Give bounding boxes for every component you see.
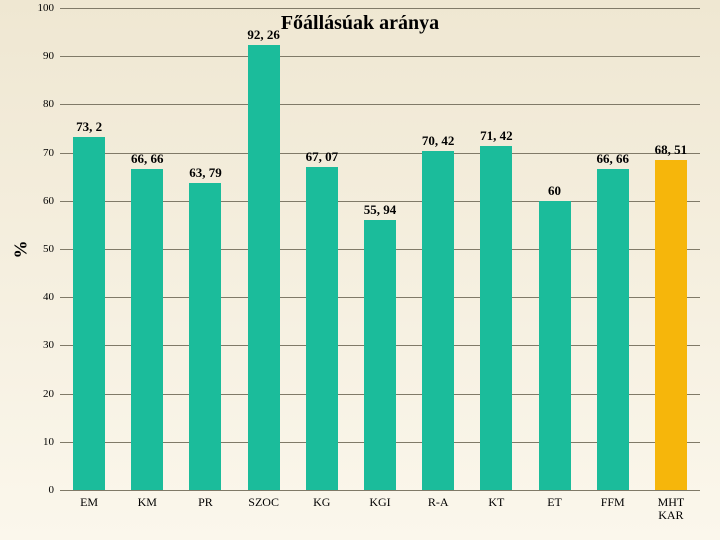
y-tick: 10 xyxy=(43,436,60,448)
x-tick: ET xyxy=(547,496,562,509)
bar xyxy=(364,220,396,490)
x-tick: KT xyxy=(488,496,504,509)
bar-value-label: 67, 07 xyxy=(306,149,339,165)
bar xyxy=(539,201,571,490)
bar xyxy=(480,146,512,490)
y-tick: 80 xyxy=(43,98,60,110)
gridline xyxy=(60,104,700,105)
plot-area: 73, 2 66, 66 63, 79 92, 26 67, 07 55, 94 70, 4… xyxy=(60,8,700,490)
bar-value-label: 55, 94 xyxy=(364,202,397,218)
chart-stage: { "chart": { "type": "bar", "title": "Fő… xyxy=(0,0,720,540)
x-tick: KGI xyxy=(369,496,390,509)
bar xyxy=(131,169,163,490)
y-tick: 0 xyxy=(49,484,61,496)
y-tick: 70 xyxy=(43,147,60,159)
x-tick: SZOC xyxy=(248,496,279,509)
bar-value-label: 63, 79 xyxy=(189,165,222,181)
bar xyxy=(655,160,687,490)
bar xyxy=(597,169,629,490)
y-tick: 100 xyxy=(38,2,61,14)
bar xyxy=(248,45,280,490)
bar-value-label: 66, 66 xyxy=(596,151,629,167)
x-tick: KG xyxy=(313,496,330,509)
bar xyxy=(189,183,221,490)
bar-value-label: 66, 66 xyxy=(131,151,164,167)
x-tick: PR xyxy=(198,496,213,509)
y-tick: 50 xyxy=(43,243,60,255)
gridline xyxy=(60,490,700,491)
gridline xyxy=(60,8,700,9)
bar-value-label: 71, 42 xyxy=(480,128,513,144)
bar xyxy=(422,151,454,490)
gridline xyxy=(60,56,700,57)
y-tick: 40 xyxy=(43,291,60,303)
x-tick: MHT KAR xyxy=(658,496,685,521)
bar-value-label: 60 xyxy=(548,183,561,199)
bar-value-label: 70, 42 xyxy=(422,133,455,149)
bar-value-label: 73, 2 xyxy=(76,119,102,135)
x-tick: FFM xyxy=(601,496,625,509)
bar-value-label: 92, 26 xyxy=(247,27,280,43)
x-tick: KM xyxy=(138,496,157,509)
bar-value-label: 68, 51 xyxy=(655,142,688,158)
y-tick: 90 xyxy=(43,50,60,62)
x-tick: R-A xyxy=(428,496,449,509)
y-axis-label: % xyxy=(11,241,32,259)
x-tick: EM xyxy=(80,496,98,509)
bar xyxy=(306,167,338,490)
bar xyxy=(73,137,105,490)
y-tick: 30 xyxy=(43,339,60,351)
y-tick: 60 xyxy=(43,195,60,207)
y-tick: 20 xyxy=(43,388,60,400)
